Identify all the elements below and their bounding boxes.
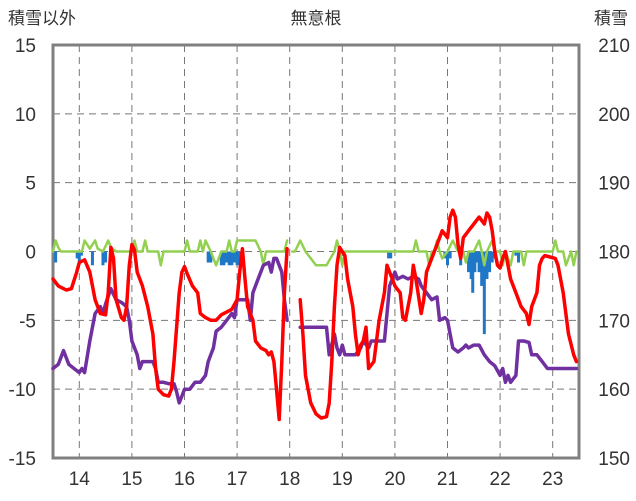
bar: [517, 251, 521, 263]
bar: [448, 251, 452, 259]
y-left-tick-label: -15: [9, 449, 36, 470]
bar: [101, 251, 105, 266]
bar: [235, 251, 239, 266]
bar: [482, 251, 486, 335]
x-tick-label: 22: [490, 469, 511, 490]
bar: [90, 251, 94, 266]
x-tick-label: 14: [69, 469, 91, 490]
bar: [471, 251, 475, 293]
chart-title: 無意根: [291, 9, 342, 29]
bar: [227, 251, 231, 266]
y-right-tick-label: 160: [598, 380, 630, 401]
bar: [104, 251, 108, 263]
x-tick-label: 21: [437, 469, 458, 490]
y-left-tick-label: 0: [25, 243, 36, 264]
x-tick-label: 23: [542, 469, 563, 490]
y-left-tick-label: -5: [19, 311, 36, 332]
bar: [389, 251, 393, 259]
y-left-tick-label: 10: [15, 105, 36, 126]
series-line-purple: [298, 270, 579, 385]
bar: [446, 251, 449, 266]
bar: [469, 251, 473, 280]
y-right-tick-label: 190: [598, 174, 630, 195]
x-tick-label: 17: [227, 469, 248, 490]
y-left-tick-label: 5: [25, 174, 36, 195]
axis-labels: 15 10 5 0 -5 -10 -15 210 200 190 180 170 160 150 14 15 1…: [9, 36, 630, 490]
series-line-green: [51, 239, 289, 267]
series-line-purple: [51, 256, 289, 405]
bar: [485, 251, 489, 280]
x-tick-label: 16: [174, 469, 195, 490]
bar: [514, 251, 518, 256]
y-right-tick-label: 150: [598, 449, 630, 470]
bar: [75, 251, 79, 259]
bar: [232, 251, 236, 263]
bar: [206, 251, 210, 263]
bar: [77, 251, 81, 263]
x-tick-label: 18: [279, 469, 300, 490]
bar: [488, 251, 492, 273]
bar: [473, 251, 477, 273]
left-axis-title: 積雪以外: [8, 9, 76, 29]
y-right-tick-label: 180: [598, 243, 630, 264]
x-tick-label: 15: [121, 469, 142, 490]
y-left-tick-label: -10: [9, 380, 36, 401]
bar: [490, 251, 494, 263]
y-right-tick-label: 200: [598, 105, 630, 126]
bar: [387, 251, 391, 259]
y-right-tick-label: 170: [598, 311, 630, 332]
x-tick-label: 19: [332, 469, 353, 490]
series-line-red: [51, 242, 289, 422]
bar: [219, 251, 223, 266]
bar: [209, 251, 213, 263]
bar: [225, 251, 229, 263]
bar: [230, 251, 234, 266]
y-right-tick-label: 210: [598, 36, 630, 57]
y-left-tick-label: 15: [15, 36, 36, 57]
bar: [477, 251, 481, 273]
right-axis-title: 積雪: [594, 9, 628, 29]
bar: [474, 251, 478, 263]
series-lines: [51, 208, 579, 422]
bar: [79, 251, 83, 256]
bar: [467, 251, 471, 273]
x-tick-label: 20: [384, 469, 405, 490]
bar: [222, 251, 226, 266]
bar: [54, 251, 58, 263]
series-line-red: [298, 208, 579, 420]
bar: [480, 251, 484, 286]
